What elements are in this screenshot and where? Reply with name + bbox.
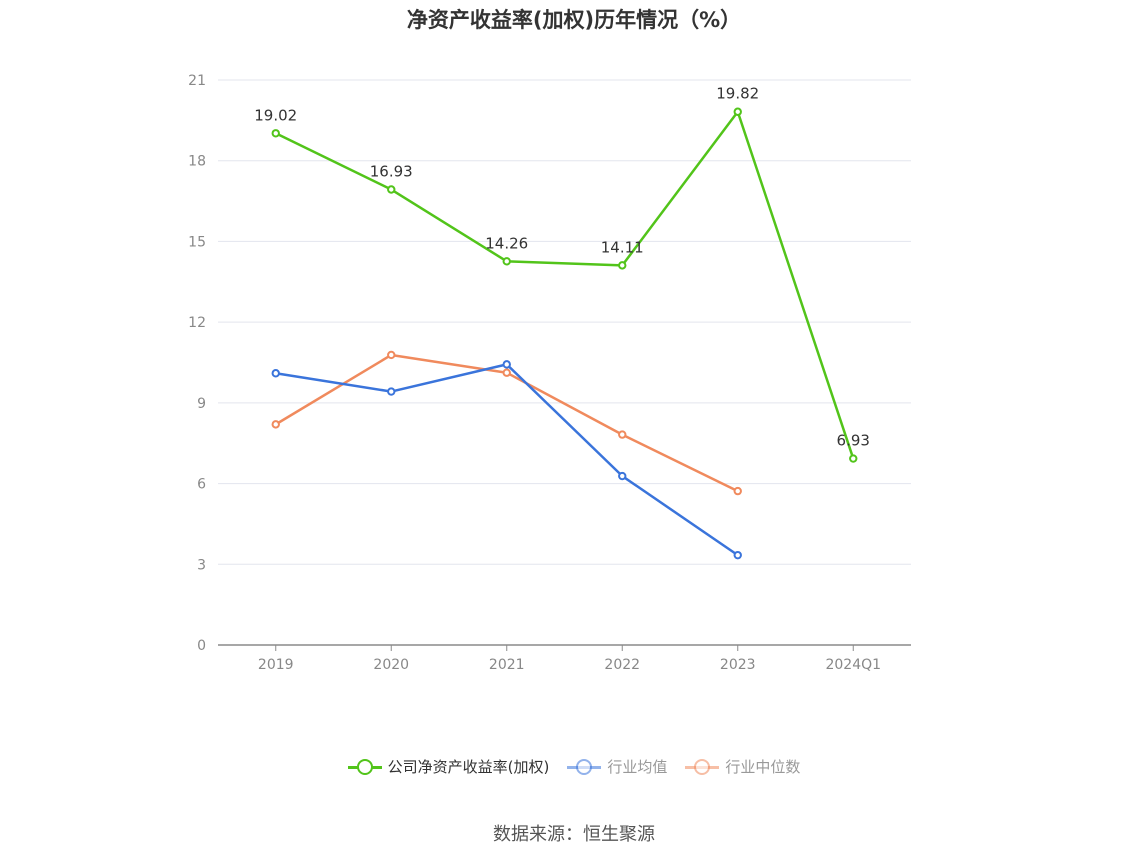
data-label: 19.02 [254, 106, 297, 124]
data-label: 6.93 [837, 432, 870, 450]
data-point [387, 350, 396, 360]
data-label: 14.26 [485, 234, 528, 252]
y-tick-label: 0 [197, 638, 206, 654]
legend-label: 行业中位数 [725, 758, 801, 776]
legend-label: 行业均值 [607, 758, 668, 776]
y-tick-label: 12 [188, 315, 206, 331]
legend-marker [567, 757, 602, 777]
legend-marker [685, 757, 720, 777]
data-point [271, 420, 280, 429]
series-lines [271, 107, 858, 560]
data-point [271, 129, 280, 138]
x-tick-label: 2021 [489, 657, 525, 673]
y-tick-label: 3 [197, 557, 206, 573]
series-line [275, 110, 855, 459]
data-point [733, 486, 742, 496]
x-tick-label: 2020 [373, 657, 409, 673]
legend-marker [347, 757, 382, 777]
x-tick-label: 2023 [720, 657, 756, 673]
data-labels: 19.02 16.93 14.26 14.11 19.82 6.93 [254, 85, 870, 450]
axes: 0 3 6 9 12 15 18 21 2019 2020 2021 2022 2023 2024Q1 [188, 73, 911, 673]
data-point [849, 454, 858, 463]
x-tick-label: 2022 [604, 657, 640, 673]
data-point [502, 368, 511, 377]
legend-label: 公司净资产收益率(加权) [387, 758, 550, 776]
data-point [387, 185, 396, 194]
series-line [275, 363, 739, 557]
data-label: 19.82 [716, 85, 759, 103]
x-tick-label: 2019 [258, 657, 294, 673]
y-tick-label: 6 [197, 477, 206, 493]
legend: 公司净资产收益率(加权) 行业均值 行业中位数 [0, 756, 1148, 777]
data-point [271, 369, 280, 378]
y-tick-label: 21 [188, 73, 206, 89]
y-tick-label: 18 [188, 154, 206, 170]
line-chart: 0 3 6 9 12 15 18 21 2019 2020 2021 2022 2023 2024Q1 1… [188, 73, 911, 673]
legend-item[interactable]: 行业均值 [567, 756, 667, 777]
data-point [618, 430, 627, 439]
data-point [502, 360, 511, 369]
data-point [387, 387, 396, 396]
data-point [618, 471, 627, 481]
source-note: 数据来源：恒生聚源 [493, 824, 655, 845]
legend-item[interactable]: 行业中位数 [685, 756, 800, 777]
y-tick-label: 9 [197, 396, 206, 412]
y-tick-label: 15 [188, 234, 206, 250]
chart-title: 净资产收益率(加权)历年情况（%） [406, 8, 742, 32]
legend-item[interactable]: 公司净资产收益率(加权) [347, 756, 550, 777]
data-label: 16.93 [370, 163, 413, 181]
x-tick-label: 2024Q1 [825, 657, 881, 673]
data-point [502, 257, 511, 266]
data-label: 14.11 [601, 238, 644, 256]
data-point [733, 550, 742, 560]
data-point [618, 261, 627, 270]
data-point [733, 107, 742, 116]
